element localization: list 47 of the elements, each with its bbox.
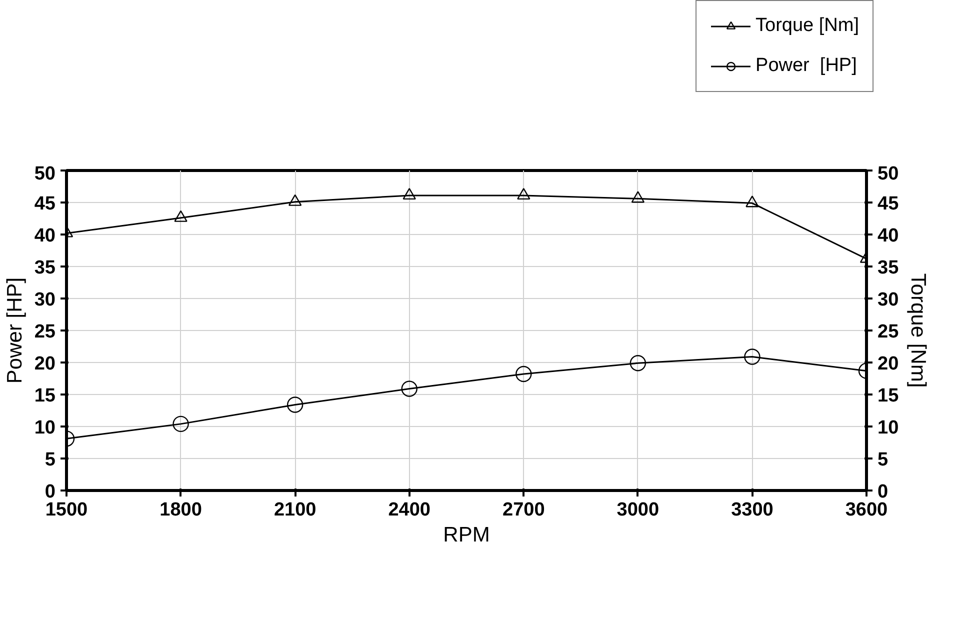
y-tick-label: 35 xyxy=(34,258,56,278)
y2-tick-label: 40 xyxy=(878,226,899,246)
point xyxy=(744,348,760,365)
y2-tick-label: 35 xyxy=(878,258,900,278)
y2-tick-label: 45 xyxy=(878,194,900,214)
x-tick-label: 2700 xyxy=(502,500,545,520)
x-tick-label: 1800 xyxy=(160,500,202,520)
point xyxy=(286,396,304,413)
y-tick-label: 50 xyxy=(34,164,56,184)
legend-label: Torque [Nm] xyxy=(756,15,859,37)
point xyxy=(516,366,532,382)
y-tick-label: 45 xyxy=(34,194,56,214)
y-tick-label: 0 xyxy=(44,482,56,502)
point xyxy=(402,188,416,200)
y-tick-label: 40 xyxy=(34,226,56,246)
y2-tick-label: 20 xyxy=(878,354,899,374)
x-tick-label: 3600 xyxy=(845,500,888,520)
legend-label: Power [HP] xyxy=(756,55,857,77)
y-tick-label: 10 xyxy=(34,418,56,438)
y2-tick-label: 0 xyxy=(878,482,888,502)
y2-tick-label: 25 xyxy=(878,322,900,342)
x-tick-label: 2100 xyxy=(274,500,316,520)
y2-tick-label: 50 xyxy=(878,164,899,184)
y-tick-label: 15 xyxy=(34,386,56,406)
y-tick-label: 25 xyxy=(34,322,56,342)
point xyxy=(174,210,188,222)
point xyxy=(746,196,759,208)
point xyxy=(401,380,418,397)
point xyxy=(172,416,189,432)
y-tick-label: 30 xyxy=(34,290,56,310)
y2-axis-title: Torque [Nm] xyxy=(906,273,930,388)
point xyxy=(630,355,646,372)
y2-tick-label: 10 xyxy=(878,418,899,438)
x-axis-title: RPM xyxy=(443,524,490,546)
x-tick-label: 3300 xyxy=(731,500,774,520)
y2-tick-label: 5 xyxy=(878,450,888,470)
point xyxy=(631,191,645,203)
x-tick-label: 3000 xyxy=(616,500,660,520)
y-tick-label: 20 xyxy=(34,354,56,374)
y-tick-label: 5 xyxy=(44,450,56,470)
x-tick-label: 1500 xyxy=(45,500,88,520)
y2-tick-label: 15 xyxy=(878,386,900,406)
point xyxy=(517,188,530,200)
x-tick-label: 2400 xyxy=(388,500,431,520)
y2-tick-label: 30 xyxy=(878,290,899,310)
y-axis-title: Power [HP] xyxy=(3,277,26,384)
point xyxy=(288,194,302,206)
